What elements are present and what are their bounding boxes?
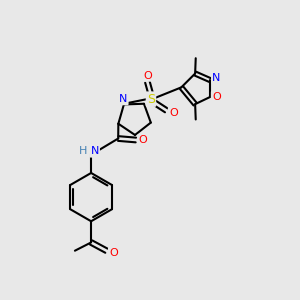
Text: O: O: [212, 92, 221, 102]
Text: H: H: [79, 146, 87, 157]
Text: N: N: [119, 94, 128, 104]
Text: O: O: [139, 135, 147, 145]
Text: O: O: [143, 70, 152, 81]
Text: O: O: [109, 248, 118, 258]
Text: N: N: [212, 73, 220, 83]
Text: S: S: [147, 93, 155, 106]
Text: O: O: [169, 108, 178, 118]
Text: N: N: [91, 146, 99, 157]
